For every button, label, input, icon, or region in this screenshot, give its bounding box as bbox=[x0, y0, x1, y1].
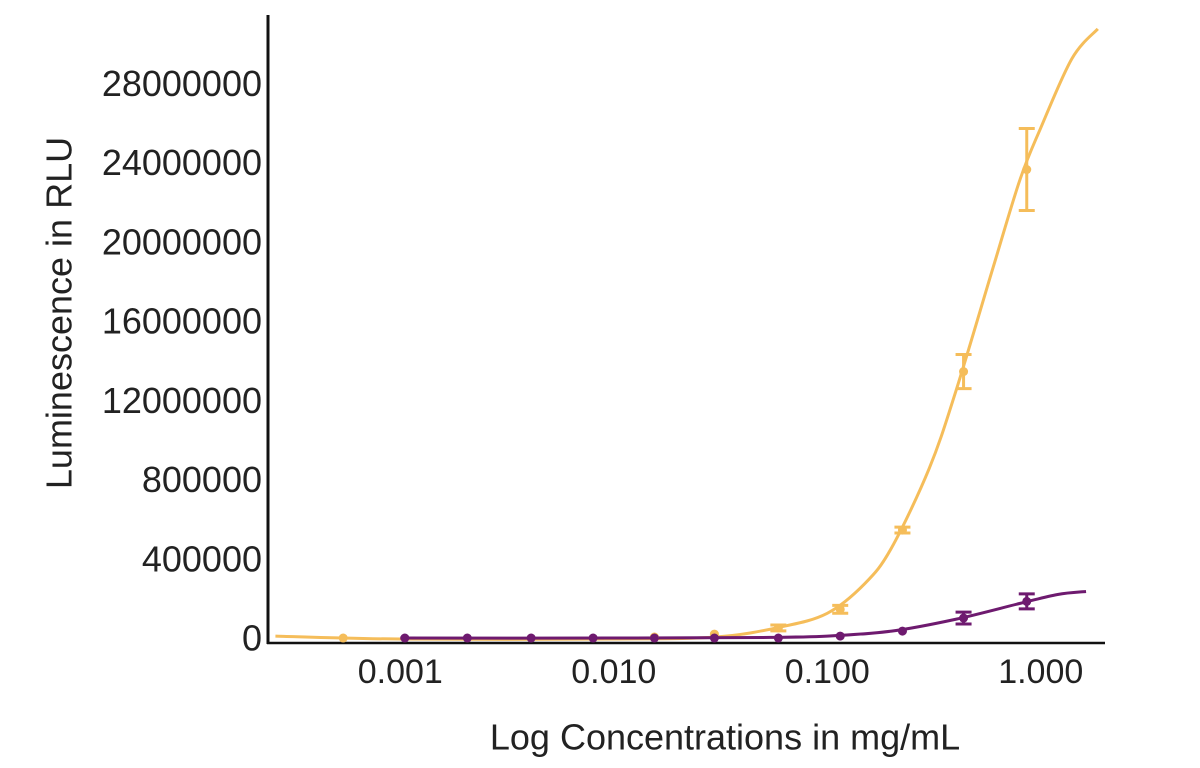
x-tick-label: 0.010 bbox=[571, 653, 656, 691]
data-point bbox=[1022, 165, 1032, 175]
fit-curve bbox=[400, 589, 1087, 640]
data-point bbox=[773, 623, 783, 633]
y-tick-label: 0 bbox=[242, 618, 262, 659]
y-tick-label: 24000000 bbox=[102, 142, 262, 183]
y-tick-label: 400000 bbox=[142, 538, 262, 579]
x-tick-label: 0.001 bbox=[358, 653, 443, 691]
y-tick-label: 20000000 bbox=[102, 221, 262, 262]
fit-curve bbox=[275, 27, 1099, 641]
data-point bbox=[835, 631, 845, 641]
data-point bbox=[959, 613, 969, 623]
y-tick-label: 800000 bbox=[142, 459, 262, 500]
y-tick-label: 28000000 bbox=[102, 63, 262, 104]
data-point bbox=[649, 633, 659, 643]
data-point bbox=[400, 633, 410, 643]
data-point bbox=[588, 633, 598, 643]
y-tick-label: 12000000 bbox=[102, 380, 262, 421]
data-point bbox=[709, 633, 719, 643]
data-point bbox=[897, 525, 907, 535]
x-tick-label: 0.100 bbox=[785, 653, 870, 691]
x-tick-label: 1.000 bbox=[998, 653, 1083, 691]
data-point bbox=[773, 633, 783, 643]
data-point bbox=[338, 633, 348, 643]
data-point bbox=[959, 367, 969, 377]
data-point bbox=[897, 626, 907, 636]
x-axis-label: Log Concentrations in mg/mL bbox=[490, 717, 960, 758]
data-point bbox=[1022, 596, 1032, 606]
y-tick-label: 16000000 bbox=[102, 301, 262, 342]
data-point bbox=[462, 633, 472, 643]
data-point bbox=[835, 604, 845, 614]
y-axis-label: Luminescence in RLU bbox=[39, 137, 80, 489]
data-point bbox=[526, 633, 536, 643]
